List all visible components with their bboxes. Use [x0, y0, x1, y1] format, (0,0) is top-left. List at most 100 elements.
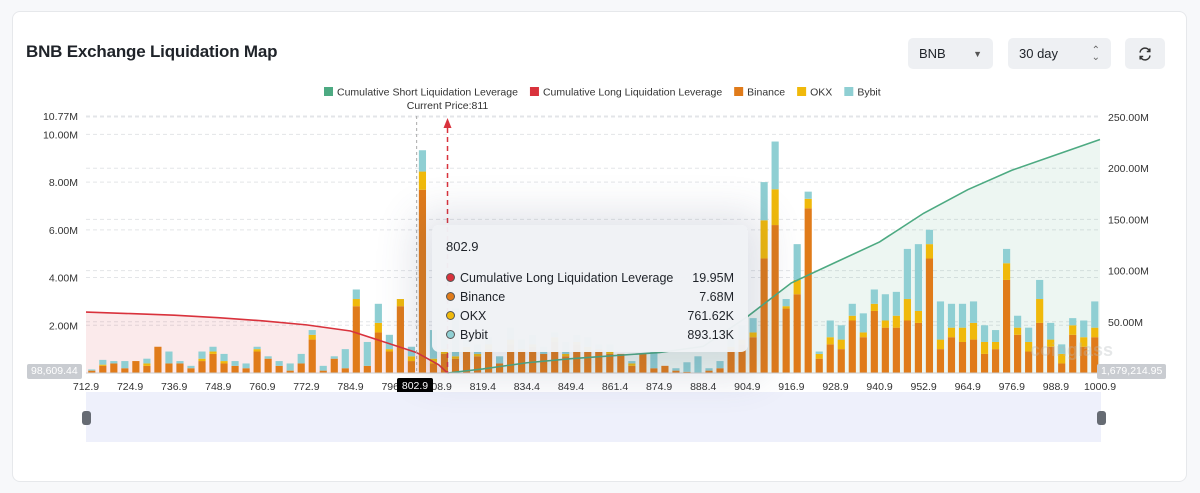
bar-binance[interactable] — [925, 258, 934, 373]
bar-bybit[interactable] — [947, 303, 956, 328]
bar-bybit[interactable] — [914, 244, 922, 311]
bar-okx[interactable] — [1080, 337, 1088, 347]
legend-item[interactable]: Binance — [747, 87, 785, 99]
bar-bybit[interactable] — [804, 191, 812, 199]
bar-binance[interactable] — [110, 363, 118, 373]
bar-okx[interactable] — [925, 244, 934, 259]
bar-bybit[interactable] — [496, 356, 504, 364]
bar-okx[interactable] — [804, 198, 812, 209]
bar-binance[interactable] — [286, 370, 294, 373]
bar-bybit[interactable] — [1014, 315, 1022, 328]
bar-bybit[interactable] — [1080, 320, 1088, 338]
bar-binance[interactable] — [407, 361, 415, 373]
bar-bybit[interactable] — [198, 351, 206, 359]
slider-handle-left[interactable] — [82, 411, 91, 425]
bar-bybit[interactable] — [187, 365, 195, 369]
bar-bybit[interactable] — [925, 229, 934, 245]
bar-bybit[interactable] — [1058, 344, 1066, 354]
bar-binance[interactable] — [639, 353, 647, 373]
bar-okx[interactable] — [628, 363, 636, 366]
bar-okx[interactable] — [793, 279, 801, 295]
bar-binance[interactable] — [154, 346, 162, 373]
bar-binance[interactable] — [374, 332, 382, 373]
bar-bybit[interactable] — [176, 361, 184, 364]
bar-binance[interactable] — [1014, 334, 1022, 373]
bar-okx[interactable] — [418, 171, 427, 190]
bar-binance[interactable] — [793, 294, 801, 373]
bar-binance[interactable] — [881, 327, 889, 373]
bar-bybit[interactable] — [308, 330, 316, 335]
bar-okx[interactable] — [473, 353, 482, 357]
bar-okx[interactable] — [991, 341, 1000, 350]
bar-bybit[interactable] — [815, 351, 823, 354]
bar-binance[interactable] — [969, 339, 978, 373]
bar-bybit[interactable] — [903, 248, 911, 300]
refresh-button[interactable] — [1125, 38, 1165, 69]
bar-bybit[interactable] — [936, 301, 945, 340]
bar-okx[interactable] — [771, 189, 779, 226]
bar-bybit[interactable] — [99, 359, 107, 365]
bar-bybit[interactable] — [881, 294, 889, 321]
symbol-select[interactable]: BNB ▼ — [908, 38, 993, 69]
bar-okx[interactable] — [1025, 341, 1033, 352]
bar-okx[interactable] — [143, 363, 151, 366]
bar-binance[interactable] — [529, 346, 537, 373]
bar-binance[interactable] — [738, 344, 746, 373]
bar-binance[interactable] — [661, 365, 669, 373]
bar-binance[interactable] — [352, 306, 360, 373]
bar-bybit[interactable] — [275, 361, 283, 366]
bar-binance[interactable] — [760, 258, 768, 373]
bar-okx[interactable] — [969, 322, 978, 340]
bar-binance[interactable] — [176, 363, 184, 373]
bar-binance[interactable] — [804, 208, 812, 373]
bar-okx[interactable] — [562, 353, 570, 357]
bar-bybit[interactable] — [363, 341, 371, 366]
bar-okx[interactable] — [396, 299, 404, 307]
bar-binance[interactable] — [462, 351, 471, 373]
bar-binance[interactable] — [99, 365, 107, 373]
bar-bybit[interactable] — [418, 150, 427, 172]
legend-item[interactable]: OKX — [810, 87, 832, 99]
bar-bybit[interactable] — [143, 358, 151, 364]
bar-binance[interactable] — [540, 353, 548, 373]
bar-okx[interactable] — [253, 349, 261, 352]
legend-swatch[interactable] — [324, 87, 333, 96]
bar-bybit[interactable] — [242, 363, 250, 369]
bar-bybit[interactable] — [121, 361, 129, 369]
bar-binance[interactable] — [143, 365, 151, 373]
bar-binance[interactable] — [1091, 337, 1099, 373]
slider-handle-right[interactable] — [1097, 411, 1106, 425]
legend-item[interactable]: Cumulative Short Liquidation Leverage — [337, 87, 518, 99]
bar-bybit[interactable] — [892, 291, 900, 316]
bar-bybit[interactable] — [1036, 279, 1044, 300]
bar-okx[interactable] — [1047, 339, 1055, 347]
bar-binance[interactable] — [650, 368, 658, 373]
bar-binance[interactable] — [363, 365, 371, 373]
bar-binance[interactable] — [330, 358, 338, 373]
bar-okx[interactable] — [903, 299, 911, 321]
bar-binance[interactable] — [429, 363, 438, 373]
bar-okx[interactable] — [374, 322, 382, 333]
legend-item[interactable]: Bybit — [857, 87, 880, 99]
bar-okx[interactable] — [451, 356, 460, 359]
bar-binance[interactable] — [859, 337, 867, 373]
bar-okx[interactable] — [220, 361, 228, 364]
bar-binance[interactable] — [628, 365, 636, 373]
bar-binance[interactable] — [617, 353, 625, 373]
bar-binance[interactable] — [440, 353, 449, 373]
bar-bybit[interactable] — [859, 313, 867, 333]
bar-okx[interactable] — [198, 358, 206, 362]
bar-binance[interactable] — [595, 349, 603, 373]
legend-swatch[interactable] — [734, 87, 744, 96]
bar-binance[interactable] — [275, 365, 283, 373]
bar-bybit[interactable] — [110, 361, 118, 364]
bar-binance[interactable] — [903, 320, 911, 373]
bar-bybit[interactable] — [793, 244, 801, 280]
bar-okx[interactable] — [881, 320, 889, 328]
bar-bybit[interactable] — [694, 356, 702, 373]
zoom-slider[interactable] — [86, 392, 1101, 442]
bar-okx[interactable] — [870, 303, 878, 311]
bar-okx[interactable] — [760, 220, 768, 259]
bar-binance[interactable] — [826, 344, 834, 373]
bar-bybit[interactable] — [837, 325, 845, 340]
